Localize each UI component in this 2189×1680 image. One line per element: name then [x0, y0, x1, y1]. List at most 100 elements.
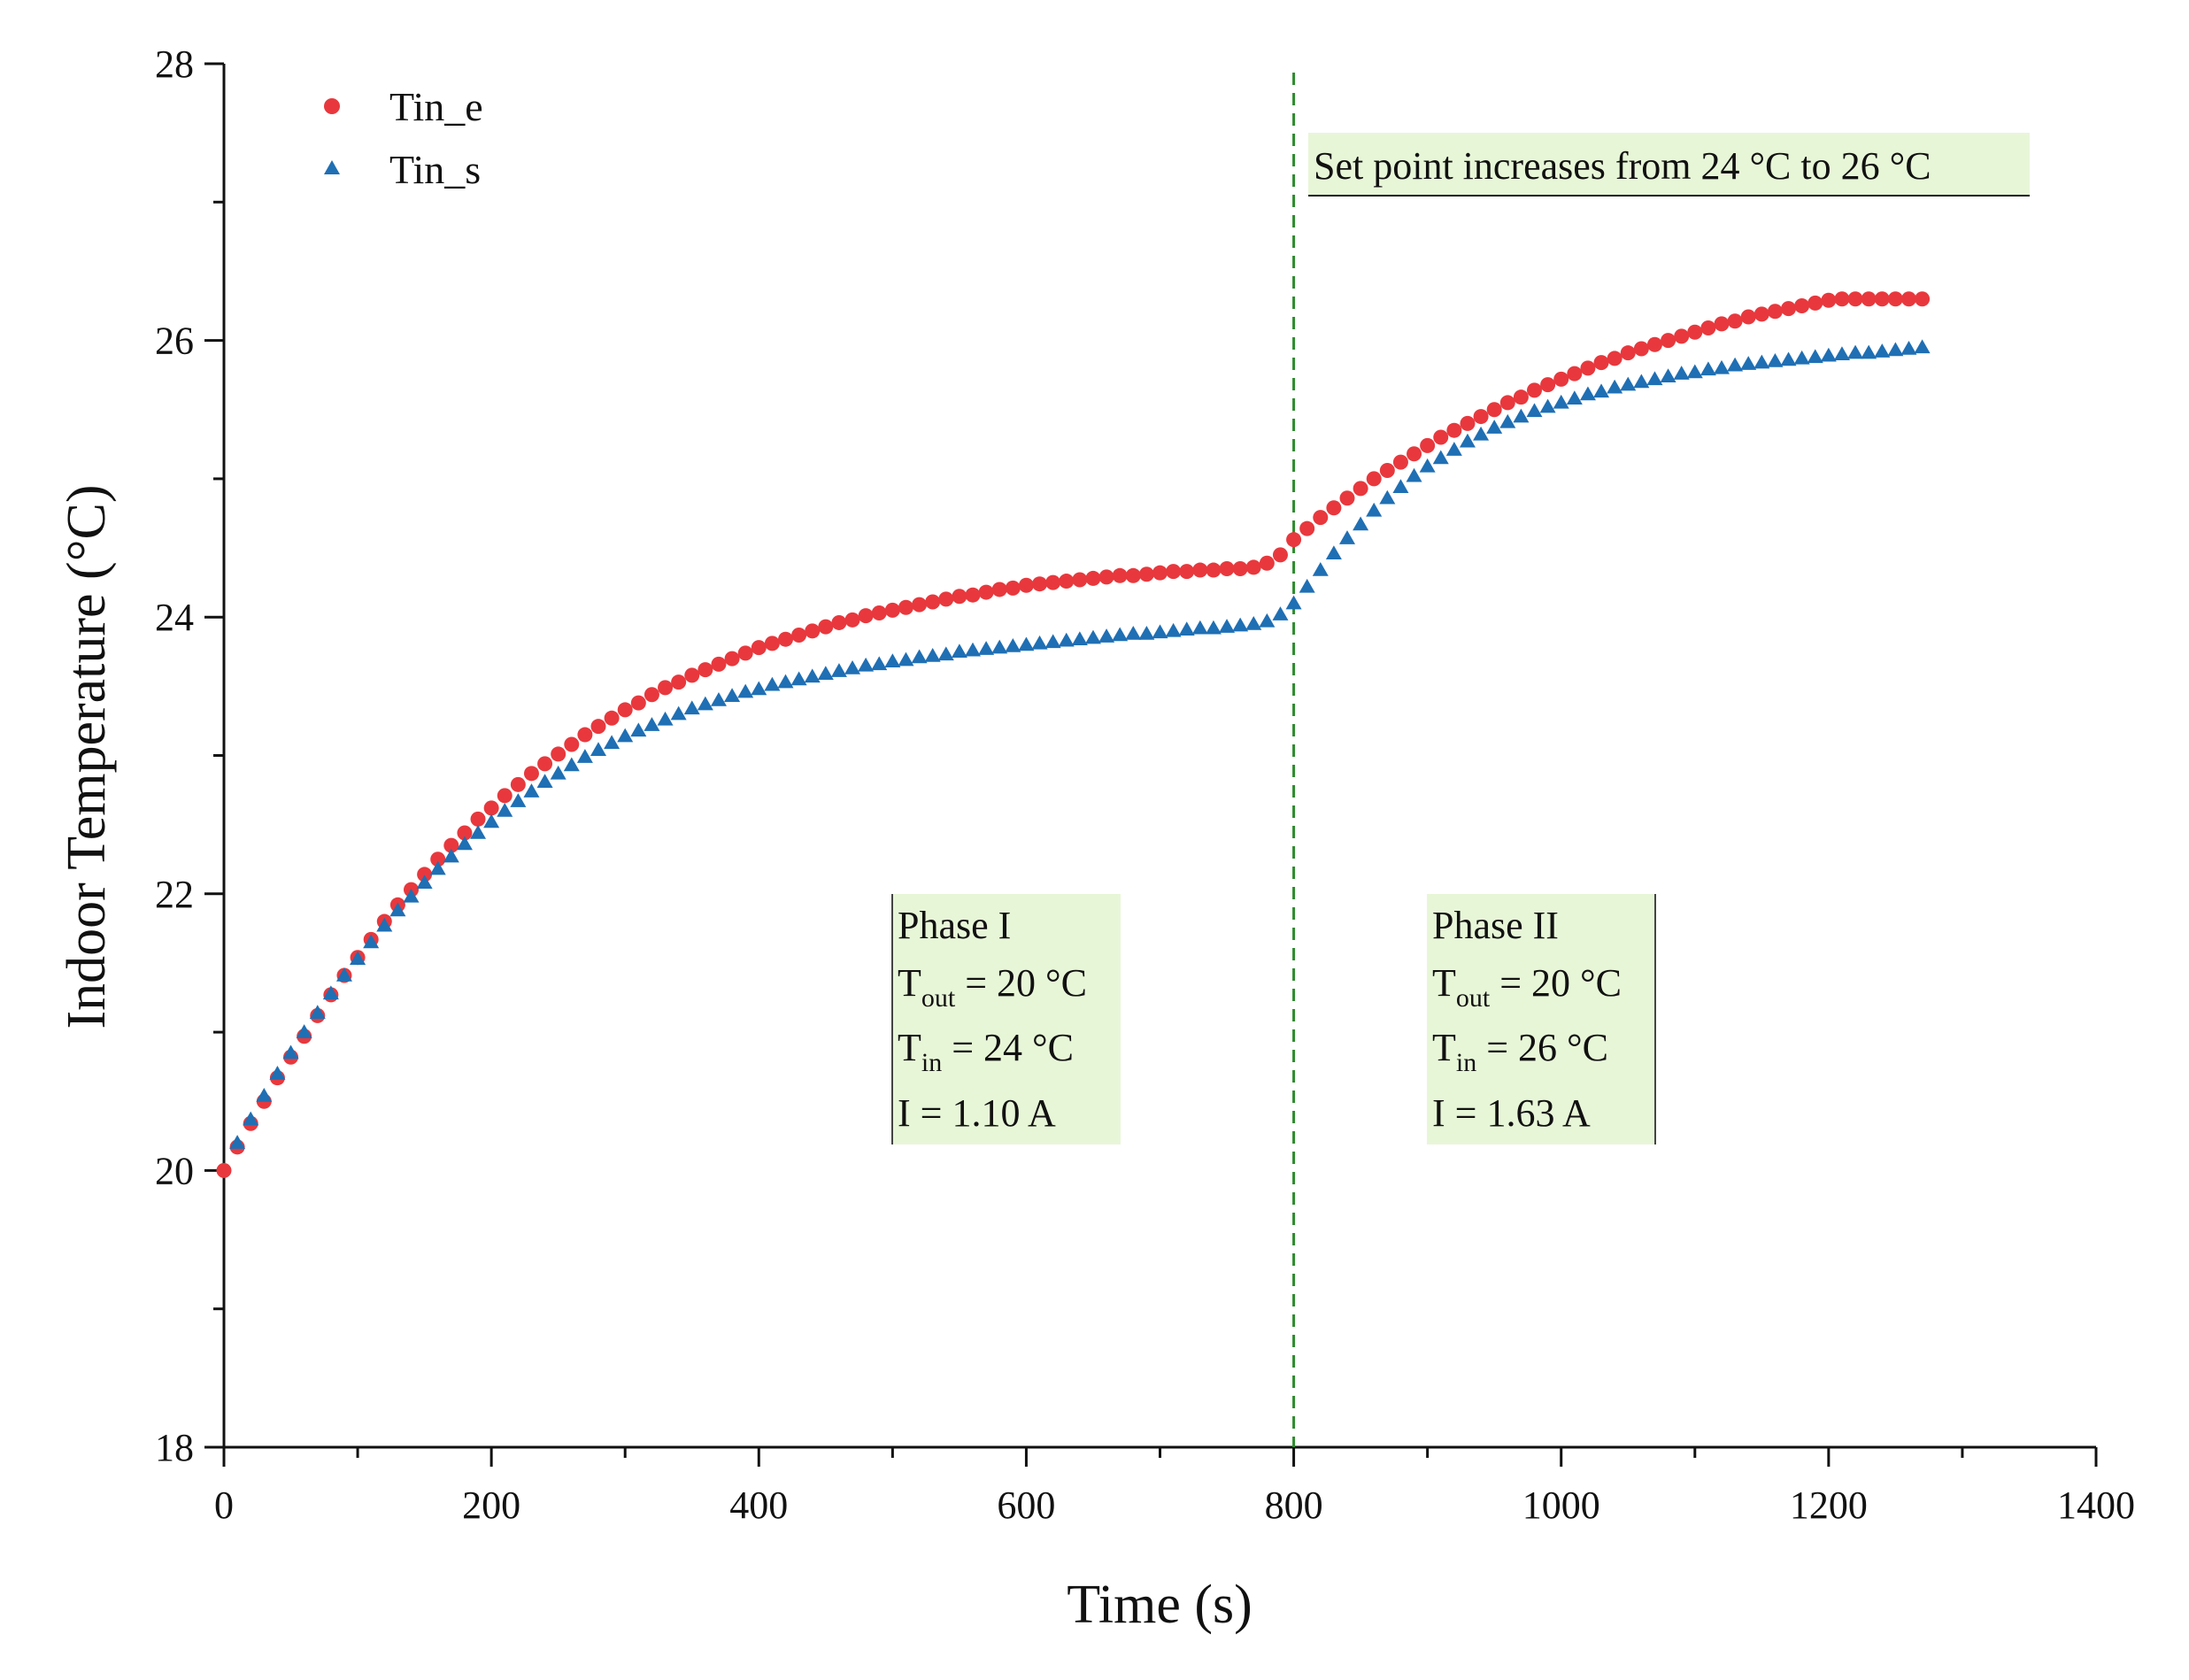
tin-s-point [1727, 357, 1744, 372]
tin-e-point [1379, 463, 1395, 479]
phase2-tout-subscript: out [1456, 983, 1491, 1013]
tin-s-point [429, 860, 446, 875]
tin-s-point [1607, 379, 1623, 394]
tin-s-point [830, 663, 847, 677]
tin-s-point [737, 683, 754, 698]
setpoint-annotation-text: Set point increases from 24 °C to 26 °C [1314, 144, 1931, 188]
tin-s-point [1499, 413, 1516, 428]
tin-e-point [1407, 446, 1422, 462]
tin-s-point [1165, 622, 1182, 637]
tin-e-point [818, 619, 834, 635]
phase1-tout-symbol: T [898, 961, 921, 1005]
tin-s-point [951, 643, 967, 659]
tin-s-point [1084, 629, 1101, 644]
tin-s-point [724, 688, 741, 703]
tin-s-point [790, 671, 807, 686]
tin-s-point [911, 649, 928, 664]
tin-e-point [991, 582, 1007, 597]
tin-s-point [350, 951, 366, 966]
tin-s-point [389, 902, 406, 917]
phase2-tin-symbol: T [1432, 1026, 1456, 1069]
tin-e-point [1286, 532, 1302, 548]
tin-s-point [269, 1065, 286, 1080]
tin-e-point [737, 645, 753, 661]
tin-e-point [1661, 333, 1676, 349]
tin-e-point [510, 776, 526, 792]
y-tick-label: 22 [155, 873, 194, 916]
tin-e-point [443, 837, 459, 853]
tin-s-point [683, 700, 700, 715]
tin-s-point [1793, 350, 1810, 365]
series-tin-s [229, 339, 1931, 1149]
tin-e-point [1874, 291, 1890, 307]
x-tick-label: 1400 [2057, 1483, 2135, 1527]
tin-e-point [1339, 490, 1355, 506]
tin-s-point [777, 674, 794, 689]
tin-e-point [1446, 422, 1462, 438]
tin-s-point [858, 657, 875, 672]
tin-s-point [229, 1135, 246, 1149]
tin-s-point [764, 676, 781, 691]
tin-e-point [1392, 454, 1408, 470]
tin-e-point [1206, 562, 1222, 578]
tin-s-point [1312, 562, 1329, 576]
phase2-annotation-box [1427, 894, 1655, 1144]
phase2-title: Phase II [1432, 904, 1559, 947]
tin-e-point [1540, 377, 1556, 393]
series-layer [216, 291, 1931, 1178]
tin-e-point [1313, 510, 1329, 526]
tin-s-point [1833, 346, 1850, 360]
series-tin-e [216, 291, 1931, 1178]
phase1-tout-subscript: out [921, 983, 956, 1013]
tin-s-point [1219, 619, 1236, 633]
tin-s-point [1432, 450, 1449, 465]
tin-s-point [1553, 394, 1569, 409]
tin-e-point [1125, 567, 1141, 583]
tin-s-point [296, 1024, 312, 1038]
tin-s-point [697, 696, 713, 711]
tin-e-point [1527, 382, 1542, 398]
phase2-annotation: Phase II Tout = 20 °C Tin = 26 °C I = 1.… [1427, 894, 1656, 1144]
phase1-tin-subscript: in [921, 1048, 942, 1077]
tin-e-point [1059, 574, 1075, 590]
tin-s-point [1419, 458, 1436, 473]
tin-e-point [1915, 291, 1931, 307]
tin-e-point [1433, 429, 1449, 445]
tin-e-point [1179, 564, 1195, 580]
tin-e-point [483, 800, 499, 816]
tin-e-point [417, 867, 433, 882]
tin-e-point [1593, 355, 1609, 371]
tin-e-point [1847, 291, 1863, 307]
tin-s-point [1339, 530, 1355, 544]
tin-s-point [1646, 371, 1663, 386]
tin-e-point [644, 687, 659, 703]
phase2-tin: Tin = 26 °C [1432, 1026, 1608, 1077]
tin-e-point [1232, 560, 1248, 576]
phase1-title: Phase I [898, 904, 1011, 947]
tin-s-point [1191, 620, 1208, 635]
tin-e-point [430, 852, 446, 867]
legend-marker-tin-s [324, 160, 340, 174]
tin-s-point [1714, 359, 1730, 374]
tin-s-point [1740, 356, 1757, 370]
tin-e-point [1112, 567, 1128, 583]
y-ticks: 18 20 22 24 26 28 [155, 42, 224, 1469]
phase1-tout-value: = 20 °C [955, 961, 1087, 1005]
tin-s-point [335, 967, 352, 982]
phase1-tin-symbol: T [898, 1026, 921, 1069]
tin-e-point [1781, 301, 1797, 317]
tin-s-point [309, 1005, 326, 1019]
tin-s-point [657, 711, 674, 726]
tin-s-point [670, 705, 687, 721]
phase1-tin: Tin = 24 °C [898, 1026, 1074, 1077]
tin-s-point [1071, 631, 1088, 645]
tin-e-point [1085, 570, 1101, 586]
tin-s-point [1232, 617, 1249, 632]
tin-s-point [322, 985, 339, 1000]
tin-s-point [1379, 489, 1396, 505]
phase2-tout-symbol: T [1432, 961, 1456, 1005]
tin-s-point [1513, 408, 1530, 423]
tin-e-point [912, 597, 928, 613]
tin-s-point [1686, 364, 1703, 379]
tin-e-point [1045, 574, 1061, 590]
